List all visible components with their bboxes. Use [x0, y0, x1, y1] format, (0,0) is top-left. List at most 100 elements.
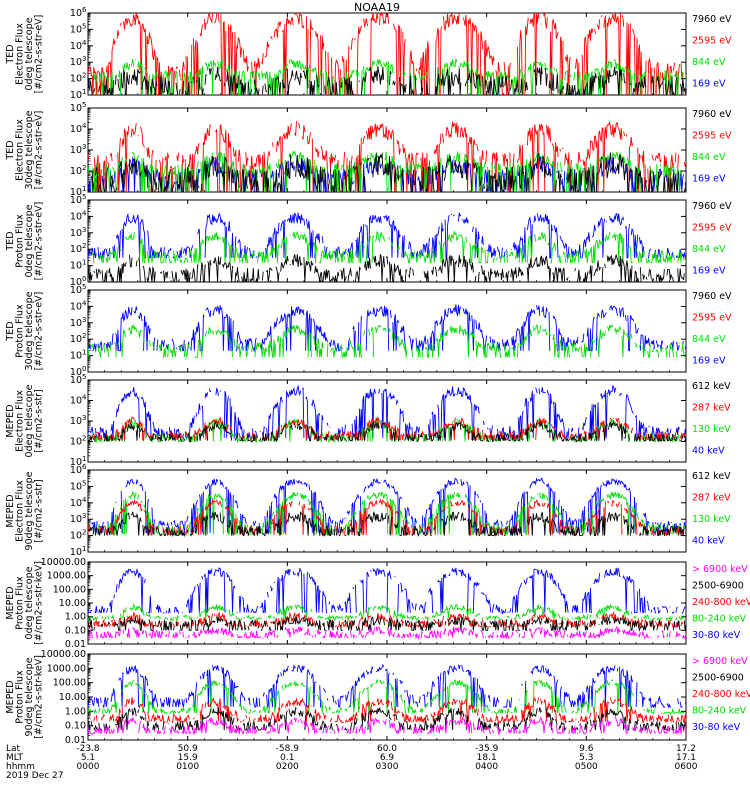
y-tick-label: 1000.00 [47, 663, 86, 674]
series-group [88, 567, 686, 640]
y-tick-label: 10 [70, 367, 82, 378]
y-tick-label: 10 [70, 351, 82, 362]
y-tick-label: 0.10 [65, 721, 86, 732]
y-tick-label: 10 [70, 261, 82, 272]
y-tick-exponent: 3 [82, 316, 86, 324]
y-axis-title: TEDElectron Flux30deg telescope[#/cm2-s-… [5, 110, 45, 189]
panel-7: 10000.00 1000.00 100.00 10.00 1.00 0.10 0.01 ME… [5, 557, 750, 650]
y-tick-exponent: 6 [82, 463, 87, 471]
series-line [88, 384, 686, 440]
legend-entry: 287 keV [692, 493, 731, 504]
y-tick-label: 100.00 [53, 678, 86, 689]
x-tick-label: 9.6 [579, 744, 594, 754]
y-tick-label: 100.00 [53, 584, 86, 595]
y-tick-exponent: 1 [82, 259, 86, 267]
y-tick-exponent: 6 [82, 6, 87, 14]
y-tick-label: 10 [70, 41, 82, 52]
y-tick-label: 10000.00 [41, 557, 86, 568]
legend-entry: 2595 eV [692, 36, 732, 47]
legend-entry: 7960 eV [692, 201, 732, 212]
y-axis-title-line: Proton Flux [15, 304, 26, 358]
legend-entry: 40 keV [692, 446, 725, 457]
series-line [88, 65, 686, 95]
y-axis-title: MEPEDElectron Flux0deg telescope[#/cm2-s… [5, 384, 45, 457]
y-axis-title-line: [#/cm2-s-str-keV] [34, 561, 45, 645]
y-axis-title-line: 90deg telescope [24, 657, 35, 736]
x-row-label: MLT [6, 753, 24, 763]
y-axis-title-line: Electron Flux [15, 480, 26, 542]
panel-frame [87, 653, 687, 741]
x-tick-label: -58.9 [276, 744, 300, 754]
y-tick-label: 10 [70, 285, 82, 296]
x-tick-label: 5.1 [81, 753, 95, 763]
y-tick-exponent: 2 [82, 529, 86, 537]
y-tick-label: 10 [70, 90, 82, 101]
y-tick-label: 0.01 [65, 735, 86, 746]
y-tick-label: 10 [70, 481, 82, 492]
y-tick-label: 10 [70, 124, 82, 135]
x-tick-label: 0300 [376, 762, 399, 772]
y-axis-title-line: Electron Flux [15, 390, 26, 452]
y-tick-exponent: 4 [82, 122, 87, 130]
legend-entry: 2595 eV [692, 223, 732, 234]
y-axis-title-line: MEPED [5, 586, 16, 619]
y-tick-label: 10 [70, 187, 82, 198]
legend-entry: 30-80 keV [692, 722, 741, 733]
y-tick-label: 10 [70, 437, 82, 448]
series-group [88, 13, 686, 95]
y-axis-title-line: [#/cm2-s-str] [34, 479, 45, 542]
series-line [88, 706, 686, 732]
x-row-label: hhmm [6, 762, 35, 772]
y-tick-exponent: 1 [82, 185, 86, 193]
legend-entry: > 6900 keV [692, 564, 748, 575]
y-axis-title-line: 0deg telescope [24, 566, 35, 639]
y-axis-title-line: Electron Flux [15, 119, 26, 181]
legend-entry: 30-80 keV [692, 630, 741, 641]
legend-entry: 7960 eV [692, 291, 732, 302]
y-tick-exponent: 5 [82, 193, 86, 201]
legend-entry: 844 eV [692, 152, 726, 163]
y-tick-label: 0.01 [65, 639, 86, 650]
legend-entry: > 6900 keV [692, 656, 748, 667]
y-tick-label: 10 [70, 416, 82, 427]
y-tick-label: 10.00 [59, 598, 86, 609]
legend-entry: 2500-6900 [692, 581, 744, 592]
x-tick-label: 15.9 [178, 753, 198, 763]
x-tick-label: 17.2 [676, 744, 696, 754]
y-tick-exponent: 1 [82, 545, 86, 553]
y-tick-label: 10 [70, 277, 82, 288]
y-tick-exponent: 5 [82, 373, 86, 381]
series-line [88, 510, 686, 538]
y-tick-label: 10 [70, 244, 82, 255]
series-line [88, 420, 686, 443]
y-tick-exponent: 0 [82, 275, 86, 283]
y-tick-label: 10 [70, 514, 82, 525]
y-axis-title-line: TED [5, 231, 16, 251]
y-axis-title: TEDElectron Flux0deg telescope[#/cm2-s-s… [5, 15, 45, 94]
x-tick-label: -35.9 [475, 744, 499, 754]
legend-entry: 40 keV [692, 536, 725, 547]
y-axis-title-line: 0deg telescope [24, 17, 35, 90]
y-tick-exponent: 4 [82, 39, 87, 47]
series-line [88, 626, 686, 640]
y-tick-label: 10.00 [59, 692, 86, 703]
y-axis-title: MEPEDElectron Flux90deg telescope[#/cm2-… [5, 471, 45, 550]
y-tick-label: 10 [70, 228, 82, 239]
x-tick-label: 18.1 [477, 753, 497, 763]
legend-entry: 2500-6900 [692, 673, 744, 684]
legend-entry: 169 eV [692, 174, 726, 185]
y-tick-exponent: 3 [82, 226, 86, 234]
series-line [88, 663, 686, 709]
y-tick-label: 0.10 [65, 625, 86, 636]
legend-entry: 80-240 keV [692, 614, 747, 625]
y-tick-exponent: 2 [82, 332, 86, 340]
x-tick-label: 0500 [575, 762, 598, 772]
x-tick-label: 0000 [77, 762, 100, 772]
x-tick-label: 60.0 [377, 744, 397, 754]
legend-entry: 240-800 keV [692, 597, 750, 608]
series-group [88, 120, 686, 192]
